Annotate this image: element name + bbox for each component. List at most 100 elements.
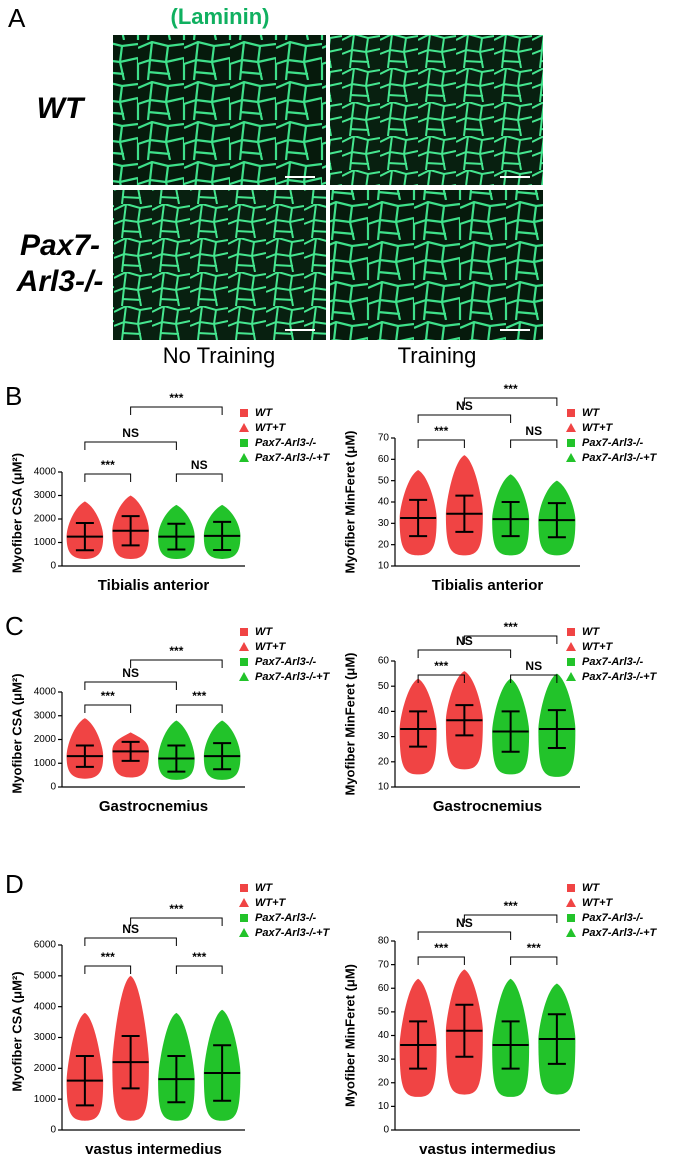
y-axis-label: Myofiber CSA (μM²) [9, 673, 24, 793]
y-tick-label: 30 [378, 731, 390, 742]
panel-letter: C [5, 611, 24, 641]
significance-label: *** [434, 424, 448, 438]
legend-marker [239, 642, 249, 651]
legend-label: WT+T [582, 422, 614, 434]
y-tick-label: 50 [378, 1007, 390, 1018]
y-tick-label: 2000 [34, 734, 57, 745]
legend-label: WT+T [255, 641, 287, 653]
significance-bracket [463, 397, 558, 406]
legend-label: WT+T [582, 641, 614, 653]
significance-bracket [417, 931, 512, 940]
y-tick-label: 30 [378, 518, 390, 529]
y-tick-label: 60 [378, 656, 390, 667]
significance-label: NS [525, 424, 542, 438]
significance-label: NS [122, 666, 139, 680]
legend-label: WT [582, 626, 600, 638]
panel-letter: A [8, 3, 26, 33]
legend-marker [567, 914, 575, 922]
y-tick-label: 3000 [34, 490, 57, 501]
y-tick-label: 10 [378, 561, 390, 572]
y-tick-label: 6000 [34, 940, 57, 951]
y-tick-label: 1000 [34, 1094, 57, 1105]
y-tick-label: 4000 [34, 467, 57, 478]
legend-marker [566, 453, 576, 462]
significance-label: *** [527, 941, 541, 955]
column-label: Training [398, 343, 477, 368]
legend-marker [240, 658, 248, 666]
y-tick-label: 20 [378, 756, 390, 767]
legend-label: Pax7-Arl3-/-+T [255, 452, 331, 464]
y-axis-label: Myofiber CSA (μM²) [9, 971, 24, 1091]
y-tick-label: 0 [50, 782, 56, 793]
y-tick-label: 4000 [34, 1001, 57, 1012]
row-label: WT [37, 92, 86, 125]
legend-label: WT+T [255, 422, 287, 434]
significance-bracket [84, 704, 132, 713]
y-tick-label: 0 [383, 1125, 389, 1136]
significance-label: *** [504, 620, 518, 634]
legend-label: Pax7-Arl3-/-+T [255, 671, 331, 683]
significance-bracket [463, 635, 558, 644]
y-tick-label: 80 [378, 936, 390, 947]
y-tick-label: 10 [378, 782, 390, 793]
significance-bracket [84, 473, 132, 482]
significance-bracket [130, 659, 223, 668]
micrograph [330, 190, 543, 340]
x-axis-label: vastus intermedius [419, 1141, 556, 1158]
legend-marker [240, 884, 248, 892]
significance-bracket [510, 956, 558, 965]
y-tick-label: 0 [50, 561, 56, 572]
legend-label: WT [582, 407, 600, 419]
x-axis-label: vastus intermedius [85, 1141, 222, 1158]
significance-bracket [84, 937, 177, 946]
y-tick-label: 70 [378, 433, 390, 444]
y-tick-label: 1000 [34, 537, 57, 548]
legend-marker [567, 409, 575, 417]
significance-label: *** [192, 689, 206, 703]
legend-marker [240, 914, 248, 922]
y-tick-label: 50 [378, 475, 390, 486]
legend-label: Pax7-Arl3-/- [255, 912, 316, 924]
legend-marker [566, 642, 576, 651]
legend-marker [240, 409, 248, 417]
micrograph [330, 35, 543, 185]
x-axis-label: Gastrocnemius [433, 798, 542, 815]
legend-marker [239, 453, 249, 462]
legend-label: WT+T [255, 897, 287, 909]
micrograph [113, 35, 326, 185]
significance-bracket [84, 681, 177, 690]
significance-label: NS [122, 922, 139, 936]
row-label: Pax7- [20, 229, 100, 262]
y-axis-label: Myofiber MinFeret (μM) [342, 430, 357, 573]
significance-bracket [130, 406, 223, 415]
y-axis-label: Myofiber MinFeret (μM) [342, 652, 357, 795]
significance-label: *** [434, 659, 448, 673]
panel-letter: B [5, 381, 22, 411]
y-tick-label: 40 [378, 497, 390, 508]
y-tick-label: 70 [378, 959, 390, 970]
significance-bracket [417, 956, 465, 965]
y-tick-label: 20 [378, 539, 390, 550]
x-axis-label: Tibialis anterior [432, 577, 544, 594]
legend-marker [566, 928, 576, 937]
significance-label: *** [101, 950, 115, 964]
y-tick-label: 4000 [34, 687, 57, 698]
y-tick-label: 30 [378, 1054, 390, 1065]
significance-label: *** [504, 899, 518, 913]
y-axis-label: Myofiber MinFeret (μM) [342, 964, 357, 1107]
legend-label: WT [255, 407, 273, 419]
significance-bracket [130, 917, 223, 926]
y-tick-label: 60 [378, 983, 390, 994]
y-tick-label: 60 [378, 454, 390, 465]
legend-marker [240, 439, 248, 447]
legend-marker [239, 898, 249, 907]
y-tick-label: 20 [378, 1077, 390, 1088]
legend-marker [567, 439, 575, 447]
y-axis-label: Myofiber CSA (μM²) [9, 453, 24, 573]
legend-label: Pax7-Arl3-/- [582, 437, 643, 449]
significance-label: NS [456, 399, 473, 413]
y-tick-label: 40 [378, 706, 390, 717]
significance-label: NS [122, 426, 139, 440]
significance-bracket [84, 965, 132, 974]
